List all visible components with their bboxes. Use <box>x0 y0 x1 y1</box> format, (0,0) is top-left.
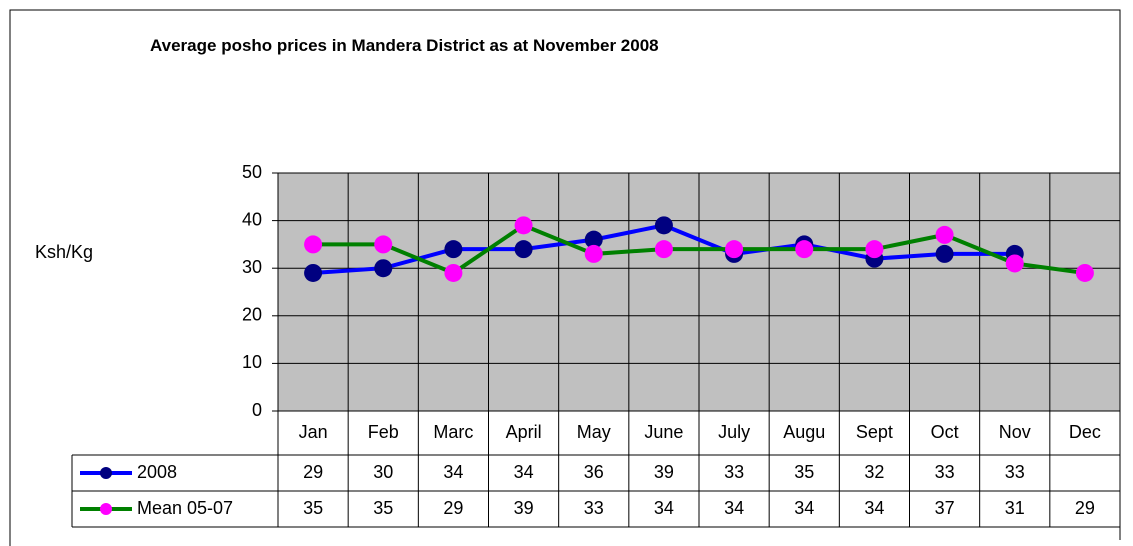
series-marker <box>1075 263 1094 282</box>
y-axis-label: Ksh/Kg <box>35 242 93 262</box>
series-marker <box>514 216 533 235</box>
x-tick-label: Sept <box>856 422 893 442</box>
table-value: 34 <box>794 498 814 518</box>
x-tick-label: Oct <box>931 422 959 442</box>
y-tick-label: 40 <box>242 209 262 229</box>
table-value: 31 <box>1005 498 1025 518</box>
table-value: 30 <box>373 462 393 482</box>
table-value: 36 <box>584 462 604 482</box>
legend-marker <box>100 467 112 479</box>
table-value: 34 <box>864 498 884 518</box>
table-value: 32 <box>864 462 884 482</box>
table-value: 35 <box>794 462 814 482</box>
series-marker <box>935 244 954 263</box>
series-marker <box>304 235 323 254</box>
series-line <box>313 223 1086 276</box>
table-value: 35 <box>373 498 393 518</box>
table-value: 34 <box>654 498 674 518</box>
series-marker <box>444 240 463 259</box>
series-marker <box>584 244 603 263</box>
table-value: 39 <box>654 462 674 482</box>
series-marker <box>304 263 323 282</box>
y-tick-label: 0 <box>252 400 262 420</box>
table-value: 33 <box>584 498 604 518</box>
series-marker <box>935 225 954 244</box>
y-tick-label: 20 <box>242 305 262 325</box>
x-tick-label: Augu <box>783 422 825 442</box>
series-marker <box>514 240 533 259</box>
series-marker <box>374 259 393 278</box>
table-value: 29 <box>1075 498 1095 518</box>
chart-title: Average posho prices in Mandera District… <box>150 36 659 55</box>
series-marker <box>654 240 673 259</box>
table-value: 34 <box>514 462 534 482</box>
x-tick-label: May <box>577 422 611 442</box>
x-tick-label: Marc <box>433 422 473 442</box>
table-value: 33 <box>1005 462 1025 482</box>
legend-marker <box>100 503 112 515</box>
x-tick-label: April <box>506 422 542 442</box>
table-value: 34 <box>443 462 463 482</box>
table-value: 33 <box>724 462 744 482</box>
series-marker <box>444 263 463 282</box>
legend-label: 2008 <box>137 462 177 482</box>
table-value: 35 <box>303 498 323 518</box>
series-marker <box>1005 254 1024 273</box>
y-tick-label: 10 <box>242 352 262 372</box>
series-marker <box>584 230 603 249</box>
table-value: 34 <box>724 498 744 518</box>
series-marker <box>374 235 393 254</box>
table-value: 29 <box>443 498 463 518</box>
series-marker <box>725 240 744 259</box>
x-tick-label: Jan <box>299 422 328 442</box>
x-tick-label: Feb <box>368 422 399 442</box>
series-marker <box>865 240 884 259</box>
y-tick-label: 50 <box>242 162 262 182</box>
series-marker <box>654 216 673 235</box>
y-tick-label: 30 <box>242 257 262 277</box>
table-value: 29 <box>303 462 323 482</box>
x-tick-label: July <box>718 422 750 442</box>
series-marker <box>795 240 814 259</box>
table-value: 37 <box>935 498 955 518</box>
x-tick-label: June <box>644 422 683 442</box>
table-value: 39 <box>514 498 534 518</box>
legend-label: Mean 05-07 <box>137 498 233 518</box>
x-tick-label: Dec <box>1069 422 1101 442</box>
table-value: 33 <box>935 462 955 482</box>
x-tick-label: Nov <box>999 422 1031 442</box>
